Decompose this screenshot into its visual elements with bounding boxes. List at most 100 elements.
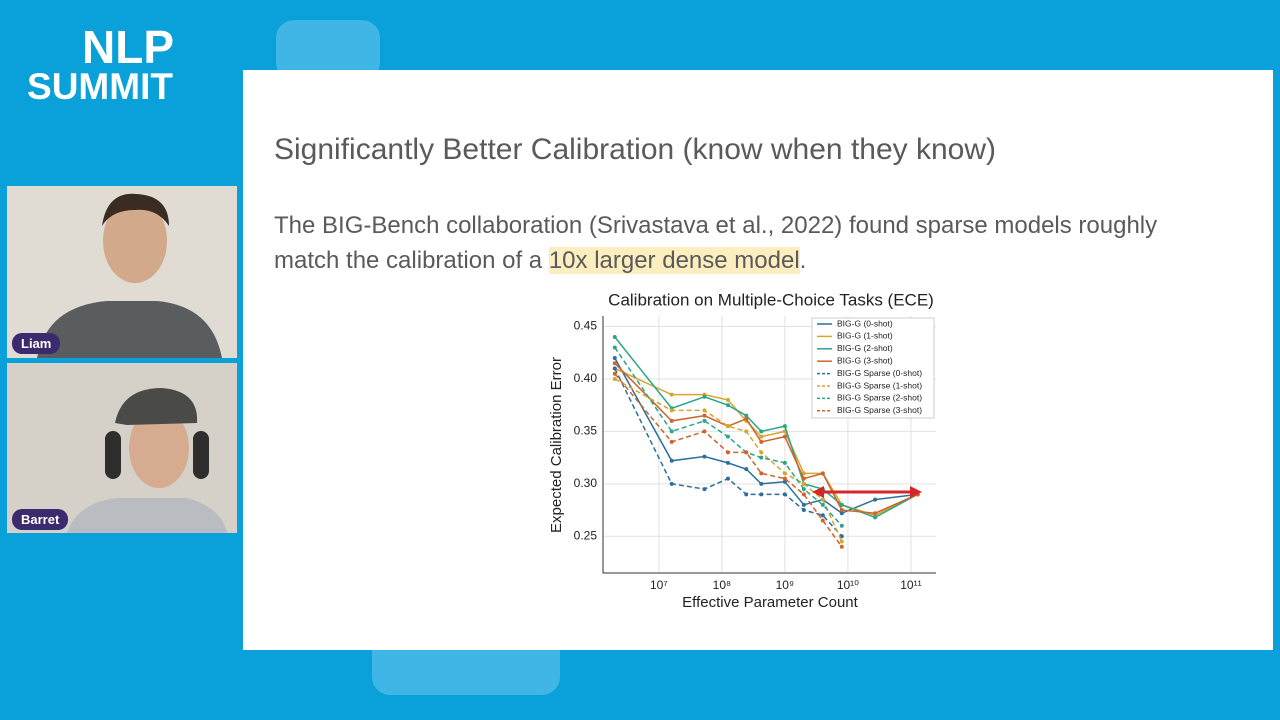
legend-label: BIG-G (3-shot) [837,355,893,365]
data-point [612,355,617,360]
data-point [873,497,878,502]
data-point [801,502,806,507]
data-point [759,481,764,486]
data-point [873,515,878,520]
data-point [820,518,825,523]
data-point [839,544,844,549]
y-tick-label: 0.25 [574,528,598,542]
data-point [612,366,617,371]
data-point [759,429,764,434]
data-point [873,511,878,516]
legend-label: BIG-G (2-shot) [837,343,893,353]
data-point [725,450,730,455]
series-line [614,373,843,548]
body-text: The BIG-Bench collaboration (Srivastava … [274,212,1158,239]
data-point [744,492,749,497]
data-point [759,492,764,497]
data-point [759,471,764,476]
x-tick-label: 10⁷ [650,578,668,592]
arrow-head [812,486,824,498]
data-point [839,534,844,539]
x-tick-label: 10¹⁰ [837,578,859,592]
slide [243,70,1273,650]
logo-line: SUMMIT [27,66,173,107]
data-point [744,429,749,434]
data-point [839,523,844,528]
data-point [820,497,825,502]
data-point [702,429,707,434]
data-point [839,511,844,516]
data-point [782,460,787,465]
data-point [702,394,707,399]
series-line [614,347,843,527]
data-point [702,418,707,423]
slide-body: The BIG-Bench collaboration (Srivastava … [274,208,1157,278]
y-axis-label: Expected Calibration Error [548,357,565,533]
data-point [669,418,674,423]
data-point [759,455,764,460]
data-point [820,513,825,518]
data-point [725,460,730,465]
legend-label: BIG-G Sparse (0-shot) [837,368,922,378]
data-point [725,434,730,439]
logo-line: NLP [82,21,174,73]
data-point [801,487,806,492]
body-text: match the calibration of a [274,247,549,274]
body-text: . [799,247,807,274]
data-point [782,476,787,481]
x-axis-label: Effective Parameter Count [682,594,858,611]
data-point [839,508,844,513]
data-point [801,471,806,476]
legend-label: BIG-G Sparse (2-shot) [837,393,922,403]
y-tick-label: 0.40 [574,371,598,385]
data-point [669,408,674,413]
data-point [801,476,806,481]
data-point [820,502,825,507]
data-point [839,539,844,544]
video-tile[interactable]: Barret [7,363,237,533]
data-point [725,476,730,481]
data-point [702,408,707,413]
highlight: 10x larger dense model [548,247,800,274]
series-line [614,362,918,514]
chart-title: Calibration on Multiple-Choice Tasks (EC… [608,290,934,309]
video-tile[interactable]: Liam [7,186,237,358]
data-point [702,454,707,459]
data-point [782,492,787,497]
data-point [759,450,764,455]
legend-label: BIG-G Sparse (3-shot) [837,405,922,415]
data-point [669,429,674,434]
participant-video [7,186,237,358]
y-tick-label: 0.35 [574,424,598,438]
legend-label: BIG-G (1-shot) [837,331,893,341]
data-point [612,361,617,366]
data-point [782,424,787,429]
x-tick-label: 10¹¹ [900,578,921,592]
series-line [614,368,843,537]
data-point [725,424,730,429]
data-point [744,450,749,455]
data-point [669,481,674,486]
data-point [612,345,617,350]
x-tick-label: 10⁸ [713,578,731,592]
data-point [782,434,787,439]
legend-box [811,317,935,419]
legend-label: BIG-G Sparse (1-shot) [837,380,922,390]
data-point [612,376,617,381]
participant-name: Liam [12,333,61,354]
data-point [612,371,617,376]
y-tick-label: 0.30 [574,476,598,490]
participant-name: Barret [12,509,69,530]
data-point [744,416,749,421]
data-point [782,471,787,476]
data-point [801,508,806,513]
data-point [744,413,749,418]
data-point [669,392,674,397]
data-point [669,458,674,463]
data-point [702,413,707,418]
data-point [782,479,787,484]
data-point [801,492,806,497]
series-line [614,336,919,519]
